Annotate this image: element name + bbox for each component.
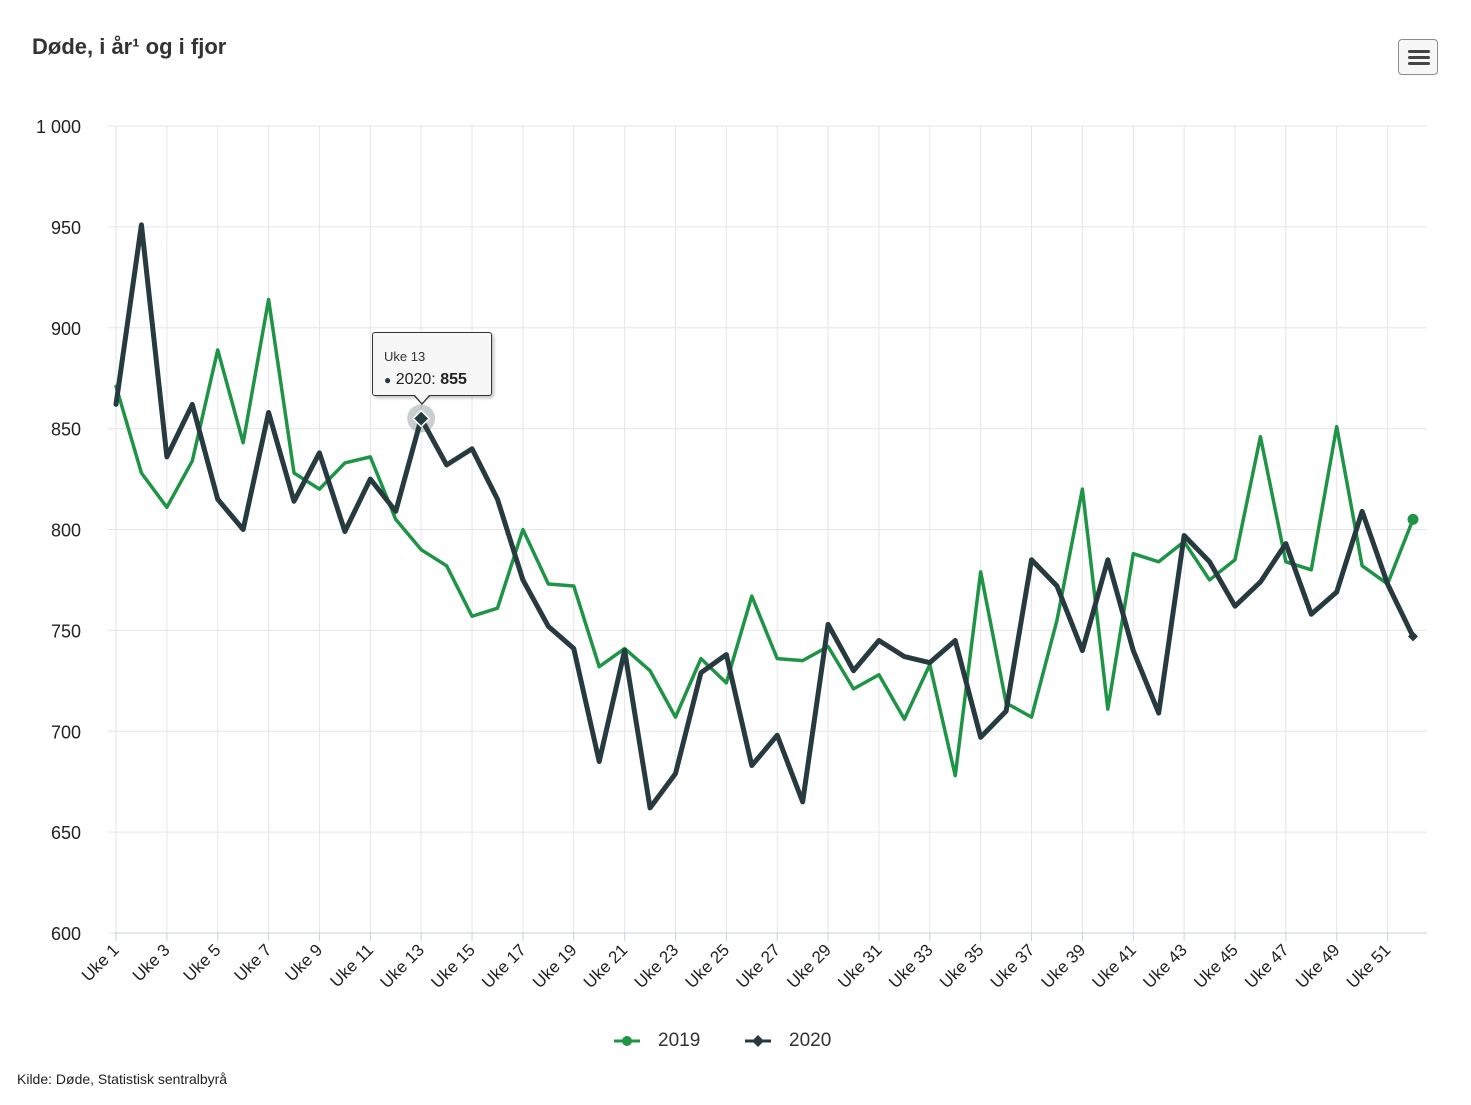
hovered-point-marker[interactable] <box>412 409 431 428</box>
tooltip: Uke 13 ● 2020: 855 <box>372 332 492 396</box>
x-tick-label: Uke 25 <box>682 940 734 992</box>
y-tick-label: 1 000 <box>36 117 81 137</box>
x-tick-label: Uke 49 <box>1292 940 1344 992</box>
x-tick-label: Uke 41 <box>1089 940 1141 992</box>
chart-menu-button[interactable] <box>1398 39 1438 75</box>
x-tick-label: Uke 11 <box>327 940 378 991</box>
x-tick-label: Uke 39 <box>1038 940 1090 992</box>
x-tick-label: Uke 7 <box>231 940 276 985</box>
x-tick-label: Uke 5 <box>180 940 225 985</box>
x-tick-label: Uke 45 <box>1190 940 1242 992</box>
x-tick-label: Uke 27 <box>733 940 785 992</box>
legend-circle-marker-icon <box>614 1036 640 1046</box>
x-tick-label: Uke 1 <box>78 940 123 985</box>
x-tick-label: Uke 3 <box>129 940 174 985</box>
y-tick-label: 700 <box>51 722 81 742</box>
legend-item-2019[interactable]: 2019 <box>614 1026 714 1056</box>
tooltip-header: Uke 13 <box>384 349 426 364</box>
chart-title: Døde, i år¹ og i fjor <box>32 34 227 59</box>
y-tick-label: 650 <box>51 823 81 843</box>
x-tick-label: Uke 35 <box>936 940 988 992</box>
series-line-2020[interactable] <box>113 222 1416 811</box>
tooltip-series: 2020 <box>395 371 432 388</box>
x-tick-label: Uke 43 <box>1139 940 1191 992</box>
tooltip-value: 855 <box>440 371 467 388</box>
x-tick-label: Uke 19 <box>529 940 581 992</box>
x-tick-label: Uke 9 <box>281 940 326 985</box>
x-tick-label: Uke 13 <box>376 940 428 992</box>
y-tick-label: 900 <box>51 319 81 339</box>
x-tick-label: Uke 51 <box>1343 940 1395 992</box>
series-end-marker-2019[interactable] <box>1407 513 1419 525</box>
x-tick-label: Uke 23 <box>631 940 683 992</box>
y-tick-label: 850 <box>51 420 81 440</box>
x-tick-label: Uke 47 <box>1241 940 1293 992</box>
x-tick-label: Uke 37 <box>987 940 1039 992</box>
x-tick-label: Uke 29 <box>783 940 835 992</box>
legend-label-2019: 2019 <box>658 1030 701 1051</box>
credits[interactable]: Kilde: Døde, Statistisk sentralbyrå <box>17 1071 228 1087</box>
legend-diamond-marker-icon <box>745 1035 771 1047</box>
x-tick-label: Uke 31 <box>834 940 886 992</box>
legend-label-2020: 2020 <box>789 1030 832 1051</box>
x-tick-label: Uke 21 <box>580 940 632 992</box>
y-tick-label: 600 <box>51 924 81 944</box>
tooltip-value-line: ● 2020: 855 <box>384 371 467 388</box>
y-tick-label: 750 <box>51 621 81 641</box>
x-tick-label: Uke 17 <box>478 940 530 992</box>
x-tick-label: Uke 15 <box>427 940 479 992</box>
y-tick-label: 950 <box>51 218 81 238</box>
x-tick-label: Uke 33 <box>885 940 937 992</box>
series-line-2019[interactable] <box>114 297 1415 778</box>
y-tick-label: 800 <box>51 521 81 541</box>
legend-item-2020[interactable]: 2020 <box>745 1026 845 1056</box>
legend: 2019 2020 <box>0 1026 1471 1056</box>
series-end-marker-2020[interactable] <box>1408 631 1418 642</box>
